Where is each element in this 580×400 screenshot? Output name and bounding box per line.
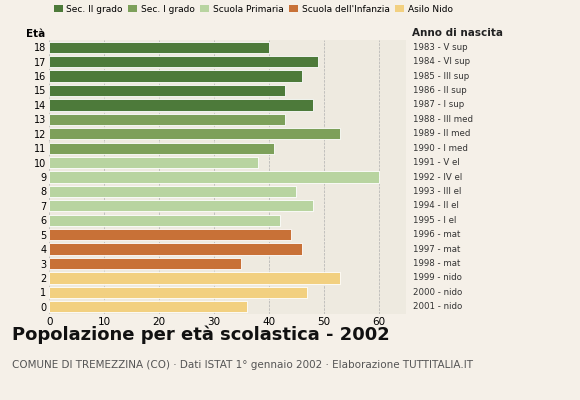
Text: 1996 - mat: 1996 - mat — [413, 230, 461, 239]
Bar — [49, 142, 274, 154]
Text: 2000 - nido: 2000 - nido — [413, 288, 462, 297]
Text: 1992 - IV el: 1992 - IV el — [413, 172, 462, 182]
Bar — [49, 215, 280, 226]
Bar — [49, 272, 340, 284]
Text: Popolazione per età scolastica - 2002: Popolazione per età scolastica - 2002 — [12, 326, 389, 344]
Bar — [49, 301, 247, 312]
Text: 1990 - I med: 1990 - I med — [413, 144, 468, 153]
Legend: Sec. II grado, Sec. I grado, Scuola Primaria, Scuola dell'Infanzia, Asilo Nido: Sec. II grado, Sec. I grado, Scuola Prim… — [54, 4, 452, 14]
Text: 2001 - nido: 2001 - nido — [413, 302, 462, 311]
Bar — [49, 186, 296, 197]
Bar — [49, 70, 302, 82]
Text: 1985 - III sup: 1985 - III sup — [413, 72, 469, 80]
Bar — [49, 229, 291, 240]
Text: Età: Età — [26, 29, 45, 39]
Text: 1993 - III el: 1993 - III el — [413, 187, 461, 196]
Text: 1986 - II sup: 1986 - II sup — [413, 86, 467, 95]
Bar — [49, 42, 269, 53]
Bar — [49, 114, 285, 125]
Text: 1991 - V el: 1991 - V el — [413, 158, 460, 167]
Text: 1987 - I sup: 1987 - I sup — [413, 100, 464, 109]
Text: 1988 - III med: 1988 - III med — [413, 115, 473, 124]
Text: 1989 - II med: 1989 - II med — [413, 129, 470, 138]
Text: 1984 - VI sup: 1984 - VI sup — [413, 57, 470, 66]
Bar — [49, 128, 340, 139]
Bar — [49, 99, 313, 110]
Text: COMUNE DI TREMEZZINA (CO) · Dati ISTAT 1° gennaio 2002 · Elaborazione TUTTITALIA: COMUNE DI TREMEZZINA (CO) · Dati ISTAT 1… — [12, 360, 473, 370]
Bar — [49, 287, 307, 298]
Bar — [49, 200, 313, 212]
Text: 1998 - mat: 1998 - mat — [413, 259, 461, 268]
Bar — [49, 85, 285, 96]
Bar — [49, 157, 258, 168]
Bar — [49, 258, 241, 269]
Text: Anno di nascita: Anno di nascita — [412, 28, 503, 38]
Text: 1994 - II el: 1994 - II el — [413, 201, 459, 210]
Text: 1983 - V sup: 1983 - V sup — [413, 43, 467, 52]
Text: 1995 - I el: 1995 - I el — [413, 216, 456, 225]
Text: 1999 - nido: 1999 - nido — [413, 274, 462, 282]
Bar — [49, 244, 302, 255]
Bar — [49, 171, 379, 183]
Bar — [49, 56, 318, 67]
Text: 1997 - mat: 1997 - mat — [413, 245, 461, 254]
